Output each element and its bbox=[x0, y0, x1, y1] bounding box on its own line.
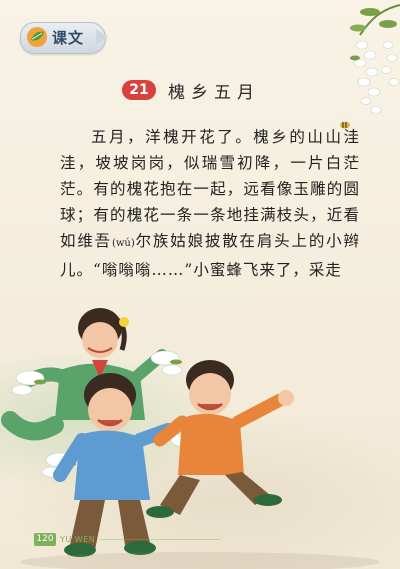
girl-figure bbox=[1, 308, 168, 441]
lesson-badge-label: 课文 bbox=[52, 29, 85, 47]
lesson-title: 槐乡五月 bbox=[168, 83, 260, 103]
pinyin-annotation: (wú) bbox=[111, 238, 135, 249]
page-number: 120 bbox=[34, 533, 56, 546]
footer-divider bbox=[100, 539, 220, 540]
paragraph-text-a: 五月，洋槐开花了。槐乡的山山洼洼，坡坡岗岗，似瑞雪初降，一片白茫茫。有的槐花抱在… bbox=[60, 128, 360, 250]
lesson-badge-tail bbox=[96, 29, 108, 45]
boy-figure-orange bbox=[146, 360, 294, 518]
locust-flower-branch-illustration bbox=[340, 4, 400, 129]
footer-brand: YU WEN bbox=[60, 535, 96, 544]
paragraph-text-b: 尔族姑娘披散在肩头上的小辫儿。“嗡嗡嗡……”小蜜蜂飞来了，采走 bbox=[60, 232, 360, 279]
lesson-number: 21 bbox=[122, 80, 156, 100]
leaf-book-icon bbox=[27, 27, 47, 47]
children-running-illustration bbox=[1, 308, 380, 569]
boy-figure-blue bbox=[53, 373, 175, 557]
paragraph-1: 五月，洋槐开花了。槐乡的山山洼洼，坡坡岗岗，似瑞雪初降，一片白茫茫。有的槐花抱在… bbox=[60, 124, 360, 283]
lesson-body-text: 五月，洋槐开花了。槐乡的山山洼洼，坡坡岗岗，似瑞雪初降，一片白茫茫。有的槐花抱在… bbox=[60, 124, 360, 283]
bee-icon bbox=[340, 118, 350, 129]
